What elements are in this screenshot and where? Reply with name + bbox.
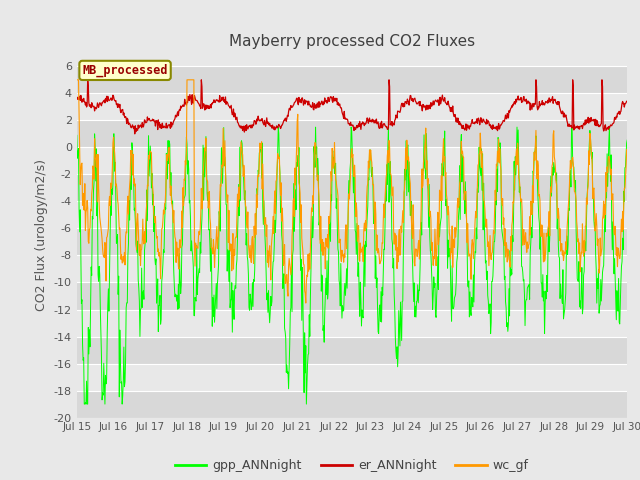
er_ANNnight: [303, 99, 310, 105]
Line: er_ANNnight: er_ANNnight: [77, 80, 627, 134]
wc_gf: [302, 300, 310, 306]
Bar: [77, 336, 627, 363]
Bar: [77, 174, 627, 202]
wc_gf: [623, 146, 631, 152]
Line: wc_gf: wc_gf: [77, 80, 627, 303]
wc_gf: [99, 252, 107, 258]
wc_gf: [73, 77, 81, 83]
Bar: [77, 228, 627, 255]
Text: MB_processed: MB_processed: [83, 64, 168, 77]
er_ANNnight: [100, 98, 108, 104]
Legend: gpp_ANNnight, er_ANNnight, wc_gf: gpp_ANNnight, er_ANNnight, wc_gf: [170, 454, 534, 477]
gpp_ANNnight: [303, 401, 310, 407]
er_ANNnight: [131, 131, 139, 137]
Bar: [77, 391, 627, 418]
er_ANNnight: [597, 121, 605, 127]
er_ANNnight: [84, 77, 92, 83]
gpp_ANNnight: [623, 137, 631, 143]
Bar: [77, 66, 627, 93]
er_ANNnight: [398, 100, 406, 106]
er_ANNnight: [605, 125, 613, 131]
wc_gf: [605, 154, 612, 159]
wc_gf: [596, 235, 604, 241]
gpp_ANNnight: [73, 132, 81, 138]
Title: Mayberry processed CO2 Fluxes: Mayberry processed CO2 Fluxes: [229, 34, 475, 49]
gpp_ANNnight: [100, 360, 108, 366]
gpp_ANNnight: [605, 124, 613, 130]
Bar: [77, 310, 627, 336]
Y-axis label: CO2 Flux (urology/m2/s): CO2 Flux (urology/m2/s): [35, 159, 48, 311]
Bar: [77, 202, 627, 228]
Bar: [77, 93, 627, 120]
gpp_ANNnight: [275, 124, 282, 130]
wc_gf: [175, 266, 183, 272]
Bar: [77, 255, 627, 283]
gpp_ANNnight: [176, 251, 184, 257]
Bar: [77, 120, 627, 147]
Line: gpp_ANNnight: gpp_ANNnight: [77, 127, 627, 404]
wc_gf: [301, 291, 309, 297]
wc_gf: [398, 229, 406, 235]
er_ANNnight: [623, 98, 631, 104]
gpp_ANNnight: [81, 401, 88, 407]
Bar: [77, 363, 627, 391]
er_ANNnight: [176, 108, 184, 113]
Bar: [77, 283, 627, 310]
gpp_ANNnight: [597, 276, 605, 282]
Bar: [77, 147, 627, 174]
er_ANNnight: [73, 96, 81, 102]
gpp_ANNnight: [398, 299, 406, 304]
